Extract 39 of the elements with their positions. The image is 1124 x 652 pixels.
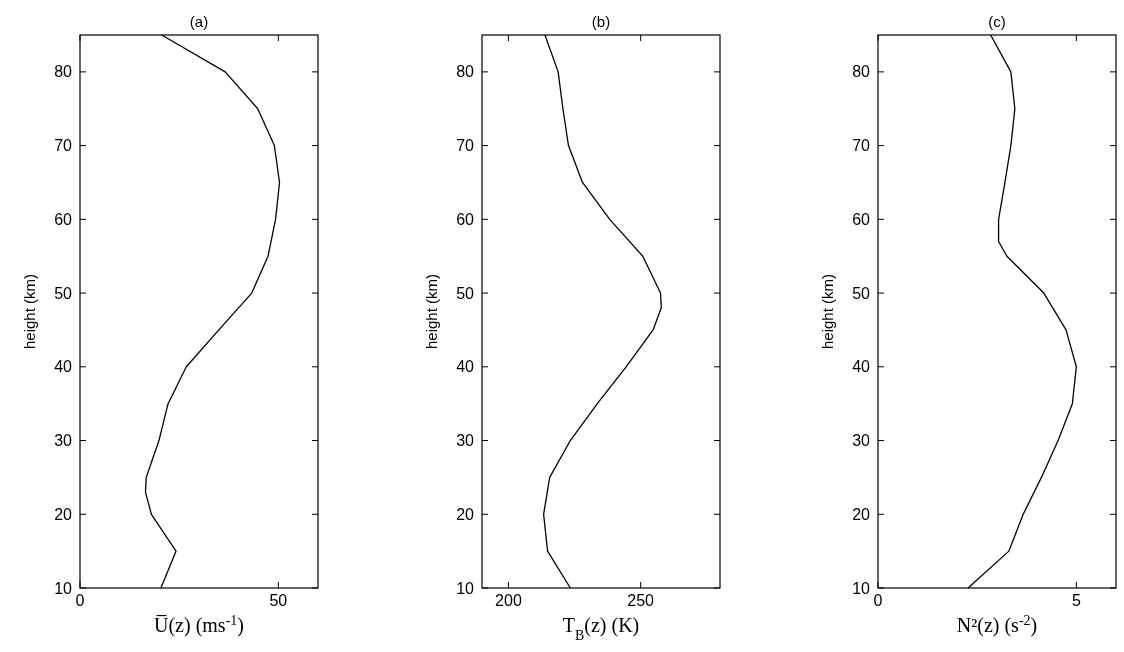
- y-tick-label: 30: [852, 432, 871, 450]
- y-tick-label: 40: [456, 358, 475, 376]
- chart-title: (a): [189, 13, 209, 30]
- y-tick-label: 30: [54, 432, 73, 450]
- y-tick-label: 70: [54, 137, 73, 155]
- y-tick-label: 10: [456, 579, 475, 597]
- y-tick-label: 60: [54, 210, 73, 228]
- y-axis-title: height (km): [21, 273, 38, 350]
- y-tick-label: 70: [456, 137, 475, 155]
- y-axis-title: height (km): [423, 273, 440, 350]
- x-tick-label: 0: [75, 592, 85, 609]
- y-axis-title: height (km): [819, 273, 836, 350]
- y-tick-label: 30: [456, 432, 475, 450]
- x-axis-title: N²(z) (s$^{-2}$): [956, 612, 1038, 637]
- y-tick-label: 10: [54, 579, 73, 597]
- x-tick-label: 50: [269, 592, 288, 609]
- y-tick-label: 80: [852, 63, 871, 81]
- y-tick-label: 70: [852, 137, 871, 155]
- x-axis-title: T$_{B}$(z) (K): [562, 614, 640, 643]
- x-tick-label: 250: [627, 592, 655, 609]
- y-tick-label: 50: [852, 284, 871, 302]
- chart-title: (c): [988, 13, 1006, 30]
- y-tick-label: 40: [852, 358, 871, 376]
- y-tick-label: 20: [852, 505, 871, 523]
- y-tick-label: 20: [54, 505, 73, 523]
- y-tick-label: 40: [54, 358, 73, 376]
- y-tick-label: 50: [54, 284, 73, 302]
- y-tick-label: 80: [54, 63, 73, 81]
- y-tick-label: 60: [456, 210, 475, 228]
- y-tick-label: 80: [456, 63, 475, 81]
- chart-title: (b): [591, 13, 611, 30]
- x-tick-label: 200: [495, 592, 522, 609]
- y-tick-label: 60: [852, 210, 871, 228]
- y-tick-label: 10: [852, 579, 871, 597]
- y-tick-label: 20: [456, 505, 475, 523]
- x-tick-label: 5: [1071, 592, 1081, 609]
- x-tick-label: 0: [873, 592, 883, 609]
- x-axis-title: U̅(z) (ms$^{-1}$): [154, 612, 244, 637]
- y-tick-label: 50: [456, 284, 475, 302]
